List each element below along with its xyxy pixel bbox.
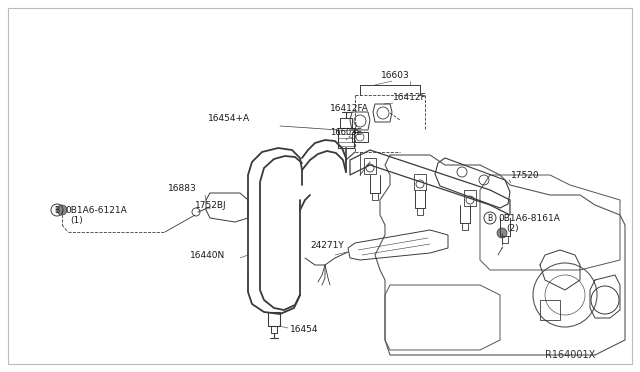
Circle shape [57,205,67,215]
Text: (2): (2) [506,224,518,232]
Text: 24271Y: 24271Y [310,241,344,250]
FancyBboxPatch shape [8,8,632,364]
Circle shape [497,228,507,238]
Text: 16603E: 16603E [330,128,362,137]
Text: 16440N: 16440N [190,250,225,260]
Text: R164001X: R164001X [545,350,595,360]
Text: 16412FA: 16412FA [330,103,369,112]
Text: 1752BJ: 1752BJ [195,201,227,209]
Text: 16454+A: 16454+A [208,113,250,122]
Text: 0B1A6-8161A: 0B1A6-8161A [498,214,560,222]
Text: 16883: 16883 [168,183,196,192]
Text: 0B1A6-6121A: 0B1A6-6121A [65,205,127,215]
Text: 17520: 17520 [511,170,540,180]
Text: 16454: 16454 [290,326,319,334]
Text: 16603: 16603 [381,71,410,80]
Text: (1): (1) [70,215,83,224]
Text: 16412F: 16412F [393,93,427,102]
Text: B: B [488,214,493,222]
Text: B: B [54,205,60,215]
